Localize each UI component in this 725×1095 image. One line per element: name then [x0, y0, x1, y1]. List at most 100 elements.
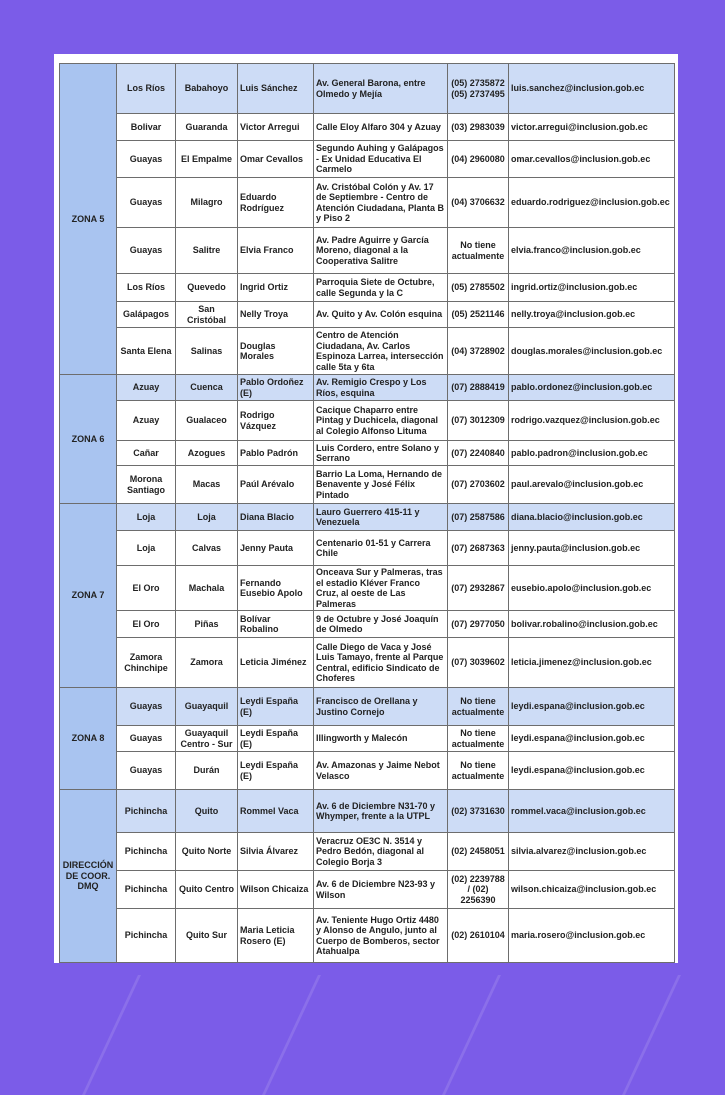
phone-cell: (03) 2983039 — [447, 113, 509, 141]
name-cell: Leticia Jiménez — [237, 637, 314, 688]
phone-cell: No tiene actualmente — [447, 227, 509, 274]
province-cell: El Oro — [116, 565, 176, 611]
email-cell[interactable]: luis.sanchez@inclusion.gob.ec — [508, 63, 675, 114]
address-cell: Calle Eloy Alfaro 304 y Azuay — [313, 113, 448, 141]
email-cell[interactable]: leydi.espana@inclusion.gob.ec — [508, 687, 675, 726]
address-cell: Parroquia Siete de Octubre, calle Segund… — [313, 273, 448, 302]
address-cell: Illingworth y Malecón — [313, 725, 448, 752]
city-cell: Quito Sur — [175, 908, 238, 963]
province-cell: Guayas — [116, 725, 176, 752]
email-cell[interactable]: nelly.troya@inclusion.gob.ec — [508, 301, 675, 328]
table-row: Azuay Gualaceo Rodrigo Vázquez Cacique Chap… — [60, 400, 675, 441]
email-cell[interactable]: elvia.franco@inclusion.gob.ec — [508, 227, 675, 274]
email-cell[interactable]: wilson.chicaiza@inclusion.gob.ec — [508, 870, 675, 909]
zone-cell: ZONA 8 — [59, 687, 117, 790]
city-cell: Loja — [175, 503, 238, 531]
name-cell: Wilson Chicaiza — [237, 870, 314, 909]
phone-cell: (07) 3039602 — [447, 637, 509, 688]
city-cell: Durán — [175, 751, 238, 790]
table-row: Guayas Milagro Eduardo Rodríguez Av. Cristó… — [60, 177, 675, 228]
city-cell: Quito — [175, 789, 238, 833]
province-cell: El Oro — [116, 610, 176, 638]
name-cell: Pablo Ordoñez (E) — [237, 374, 314, 401]
city-cell: Guaranda — [175, 113, 238, 141]
province-cell: Azuay — [116, 400, 176, 441]
email-cell[interactable]: leydi.espana@inclusion.gob.ec — [508, 751, 675, 790]
table-row: Bolivar Guaranda Victor Arregui Calle Eloy … — [60, 113, 675, 141]
address-cell: 9 de Octubre y José Joaquín de Olmedo — [313, 610, 448, 638]
province-cell: Santa Elena — [116, 327, 176, 375]
email-cell[interactable]: rodrigo.vazquez@inclusion.gob.ec — [508, 400, 675, 441]
province-cell: Guayas — [116, 177, 176, 228]
name-cell: Leydi España (E) — [237, 725, 314, 752]
email-cell[interactable]: diana.blacio@inclusion.gob.ec — [508, 503, 675, 531]
name-cell: Diana Blacio — [237, 503, 314, 531]
province-cell: Cañar — [116, 440, 176, 466]
phone-cell: (07) 3012309 — [447, 400, 509, 441]
city-cell: Cuenca — [175, 374, 238, 401]
city-cell: Milagro — [175, 177, 238, 228]
table-row: ZONA 8 Guayas Guayaquil Leydi España (E) Fra… — [59, 687, 675, 790]
email-cell[interactable]: paul.arevalo@inclusion.gob.ec — [508, 465, 675, 504]
decorative-stripe — [442, 975, 501, 1095]
table-row: Cañar Azogues Pablo Padrón Luis Cordero, en… — [60, 440, 675, 466]
address-cell: Av. Quito y Av. Colón esquina — [313, 301, 448, 328]
city-cell: Zamora — [175, 637, 238, 688]
province-cell: Zamora Chinchipe — [116, 637, 176, 688]
table-row: DIRECCIÓN DE COOR. DMQ Pichincha Quito Romm… — [59, 789, 675, 963]
zone-cell: ZONA 7 — [59, 503, 117, 688]
email-cell[interactable]: leydi.espana@inclusion.gob.ec — [508, 725, 675, 752]
table-row: ZONA 6 Azuay Cuenca Pablo Ordoñez (E) Av. Re… — [59, 374, 675, 504]
address-cell: Calle Diego de Vaca y José Luis Tamayo, … — [313, 637, 448, 688]
name-cell: Leydi España (E) — [237, 751, 314, 790]
address-cell: Francisco de Orellana y Justino Cornejo — [313, 687, 448, 726]
name-cell: Rommel Vaca — [237, 789, 314, 833]
city-cell: Azogues — [175, 440, 238, 466]
email-cell[interactable]: ingrid.ortiz@inclusion.gob.ec — [508, 273, 675, 302]
phone-cell: (07) 2932867 — [447, 565, 509, 611]
address-cell: Centro de Atención Ciudadana, Av. Carlos… — [313, 327, 448, 375]
name-cell: Eduardo Rodríguez — [237, 177, 314, 228]
email-cell[interactable]: omar.cevallos@inclusion.gob.ec — [508, 140, 675, 178]
name-cell: Leydi España (E) — [237, 687, 314, 726]
name-cell: Luis Sánchez — [237, 63, 314, 114]
phone-cell: No tiene actualmente — [447, 751, 509, 790]
email-cell[interactable]: bolivar.robalino@inclusion.gob.ec — [508, 610, 675, 638]
city-cell: Gualaceo — [175, 400, 238, 441]
email-cell[interactable]: maria.rosero@inclusion.gob.ec — [508, 908, 675, 963]
name-cell: Bolívar Robalino — [237, 610, 314, 638]
city-cell: Babahoyo — [175, 63, 238, 114]
table-row: Guayas Guayaquil Centro - Sur Leydi España… — [60, 725, 675, 752]
table-row: Galápagos San Cristóbal Nelly Troya Av. Qui… — [60, 301, 675, 328]
table-row: ZONA 5 Los Ríos Babahoyo Luis Sánchez Av. Ge… — [59, 63, 675, 375]
province-cell: Bolivar — [116, 113, 176, 141]
table-row: Pichincha Quito Centro Wilson Chicaiza Av. … — [60, 870, 675, 909]
name-cell: Pablo Padrón — [237, 440, 314, 466]
decorative-stripe — [622, 975, 681, 1095]
province-cell: Los Ríos — [116, 273, 176, 302]
email-cell[interactable]: victor.arregui@inclusion.gob.ec — [508, 113, 675, 141]
email-cell[interactable]: pablo.padron@inclusion.gob.ec — [508, 440, 675, 466]
phone-cell: (02) 2610104 — [447, 908, 509, 963]
table-row: Guayas Durán Leydi España (E) Av. Amazonas … — [60, 751, 675, 790]
email-cell[interactable]: pablo.ordonez@inclusion.gob.ec — [508, 374, 675, 401]
city-cell: Macas — [175, 465, 238, 504]
email-cell[interactable]: silvia.alvarez@inclusion.gob.ec — [508, 832, 675, 871]
table-row: El Oro Machala Fernando Eusebio Apolo Oncea… — [60, 565, 675, 611]
email-cell[interactable]: eduardo.rodriguez@inclusion.gob.ec — [508, 177, 675, 228]
email-cell[interactable]: leticia.jimenez@inclusion.gob.ec — [508, 637, 675, 688]
email-cell[interactable]: jenny.pauta@inclusion.gob.ec — [508, 530, 675, 566]
email-cell[interactable]: eusebio.apolo@inclusion.gob.ec — [508, 565, 675, 611]
contacts-table: ZONA 5 Los Ríos Babahoyo Luis Sánchez Av. Ge… — [59, 63, 675, 963]
phone-cell: (07) 2703602 — [447, 465, 509, 504]
province-cell: Pichincha — [116, 908, 176, 963]
decorative-stripe — [82, 975, 141, 1095]
city-cell: Piñas — [175, 610, 238, 638]
table-row: Guayas Salitre Elvia Franco Av. Padre Aguir… — [60, 227, 675, 274]
phone-cell: No tiene actualmente — [447, 687, 509, 726]
phone-cell: (02) 2458051 — [447, 832, 509, 871]
name-cell: Jenny Pauta — [237, 530, 314, 566]
email-cell[interactable]: rommel.vaca@inclusion.gob.ec — [508, 789, 675, 833]
table-row: Pichincha Quito Sur Maria Leticia Rosero (… — [60, 908, 675, 963]
email-cell[interactable]: douglas.morales@inclusion.gob.ec — [508, 327, 675, 375]
